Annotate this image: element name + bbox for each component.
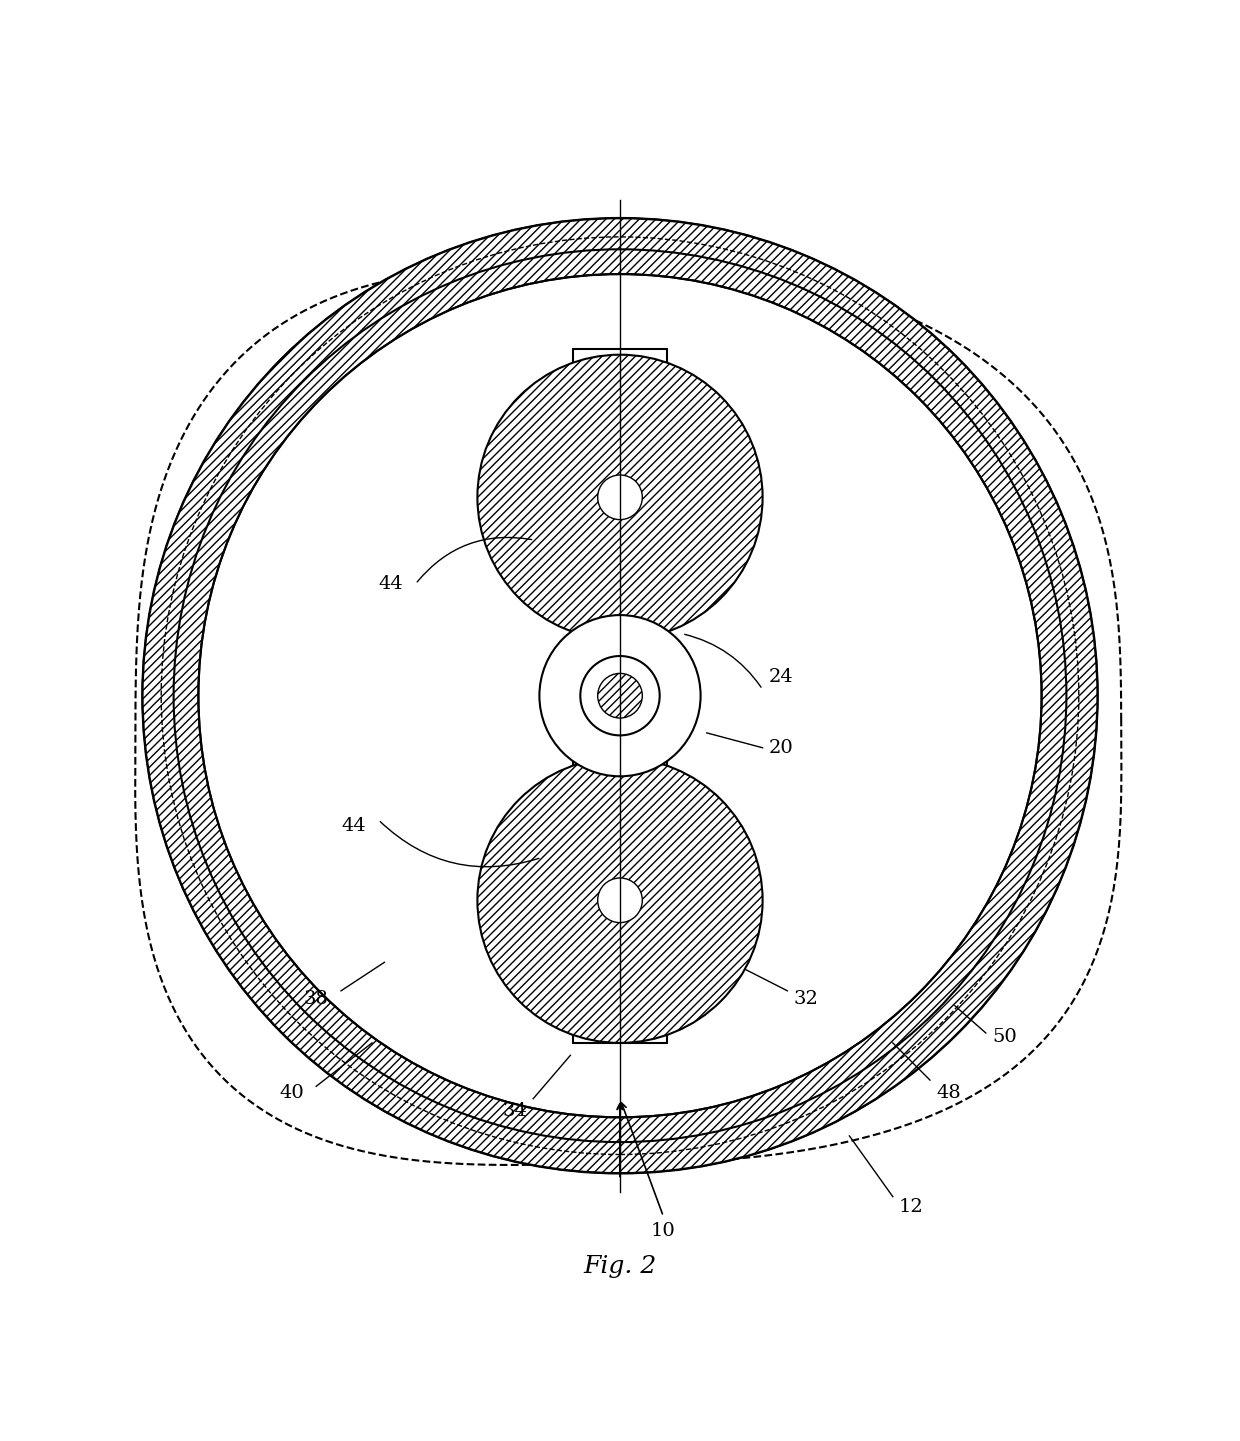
Circle shape (598, 673, 642, 718)
Text: 34: 34 (502, 1102, 527, 1120)
Text: 48: 48 (936, 1084, 961, 1101)
Text: 38: 38 (304, 990, 329, 1009)
Text: Fig. 2: Fig. 2 (583, 1255, 657, 1278)
Text: 32: 32 (794, 990, 818, 1009)
Circle shape (598, 476, 642, 520)
Text: 44: 44 (378, 575, 403, 594)
Circle shape (539, 615, 701, 777)
Circle shape (477, 758, 763, 1043)
Circle shape (580, 656, 660, 735)
Text: 24: 24 (769, 669, 794, 686)
Text: 44: 44 (341, 817, 366, 834)
Circle shape (477, 354, 763, 640)
Text: 40: 40 (279, 1084, 304, 1101)
Circle shape (598, 878, 642, 922)
Text: 50: 50 (992, 1027, 1017, 1046)
Bar (573, 349, 667, 1043)
Text: 10: 10 (651, 1222, 676, 1241)
Text: 20: 20 (769, 739, 794, 757)
Text: 12: 12 (899, 1197, 924, 1216)
